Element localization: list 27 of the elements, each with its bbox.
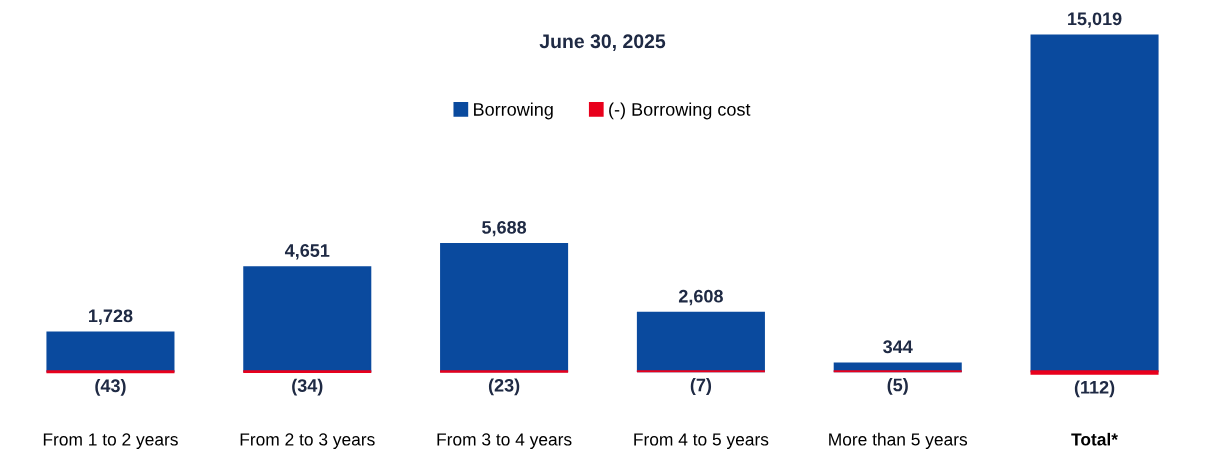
data-label: (34)	[292, 378, 323, 396]
data-label: (112)	[1074, 380, 1115, 398]
x-tick-label: From 1 to 2 years	[43, 433, 178, 450]
bar	[243, 266, 372, 373]
bar	[46, 331, 175, 373]
data-label: 4,651	[284, 244, 330, 260]
data-label: (7)	[690, 378, 712, 395]
x-tick-label: Total*	[1071, 432, 1118, 446]
data-label: (23)	[488, 378, 520, 396]
bar	[636, 311, 765, 373]
x-tick-label: From 3 to 4 years	[437, 433, 572, 450]
data-label: (5)	[887, 378, 908, 395]
bar	[1030, 34, 1159, 373]
legend-label: Borrowing	[474, 102, 553, 120]
x-tick-label: From 2 to 3 years	[240, 433, 375, 450]
data-label: 2,608	[678, 289, 723, 306]
chart-title: June 30, 2025	[539, 34, 666, 51]
data-label: (43)	[95, 378, 126, 396]
bar	[440, 243, 569, 373]
legend-label: (-) Borrowing cost	[609, 102, 751, 120]
data-label: 344	[883, 340, 913, 354]
x-tick-label: From 4 to 5 years	[634, 433, 769, 450]
data-label: 1,728	[89, 309, 133, 325]
bar	[1030, 370, 1159, 375]
data-label: 5,688	[482, 220, 527, 237]
x-tick-label: More than 5 years	[829, 432, 968, 450]
data-label: 15,019	[1068, 12, 1122, 28]
